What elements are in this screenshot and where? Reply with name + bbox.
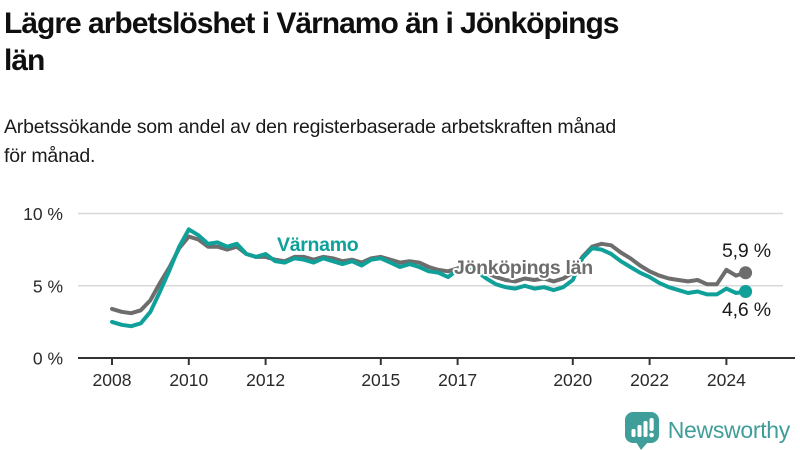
- brand-name: Newsworthy: [667, 416, 791, 443]
- chart-subtitle: Arbetssökande som andel av den registerb…: [4, 113, 796, 171]
- end-value-varnamo: 4,6 %: [722, 299, 771, 321]
- y-tick-label: 10 %: [23, 204, 63, 224]
- series-end-dot: [739, 285, 753, 299]
- chart-subtitle-line2: för månad.: [4, 145, 96, 167]
- x-tick-label: 2015: [361, 370, 400, 390]
- page-title: Lägre arbetslöshet i Värnamo än i Jönköp…: [4, 5, 796, 79]
- x-tick-label: 2010: [169, 370, 208, 390]
- y-tick-label: 5 %: [33, 276, 63, 296]
- page-title-line2: län: [4, 44, 45, 77]
- x-tick-label: 2024: [707, 370, 746, 390]
- x-tick-label: 2017: [438, 370, 477, 390]
- series-line: [110, 227, 748, 329]
- x-tick-label: 2020: [553, 370, 592, 390]
- series-line: [110, 234, 748, 316]
- y-tick-label: 0 %: [33, 349, 63, 369]
- chart-subtitle-line1: Arbetssökande som andel av den registerb…: [4, 116, 617, 138]
- x-tick-label: 2022: [630, 370, 669, 390]
- series-end-dot: [739, 266, 753, 280]
- page-title-line1: Lägre arbetslöshet i Värnamo än i Jönköp…: [4, 7, 619, 40]
- x-tick-label: 2008: [93, 370, 132, 390]
- series-label-jonkopings-lan: Jönköpings län: [454, 257, 593, 279]
- series-label-varnamo: Värnamo: [277, 234, 359, 256]
- bar-chart-speech-bubble-icon: [624, 412, 659, 450]
- newsworthy-brand: Newsworthy: [624, 410, 790, 450]
- end-value-jonkopings-lan: 5,9 %: [722, 240, 771, 262]
- x-tick-label: 2012: [246, 370, 285, 390]
